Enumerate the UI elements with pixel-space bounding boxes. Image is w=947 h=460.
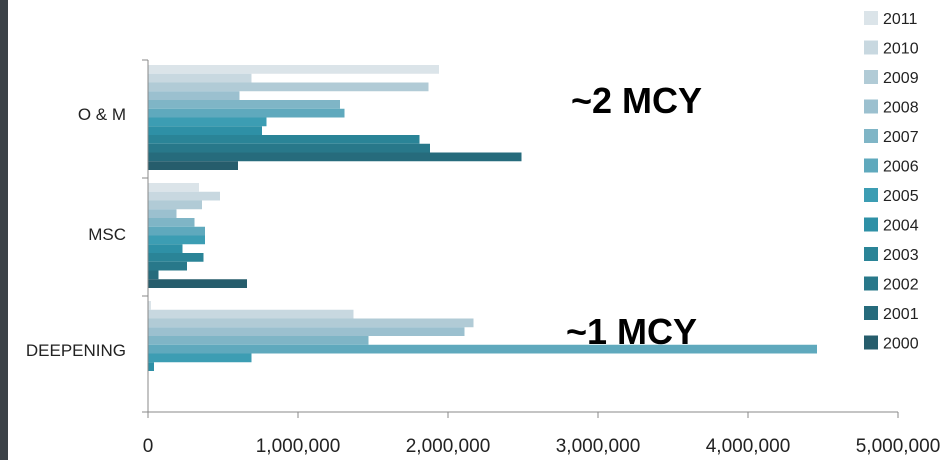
legend-swatch-2006 (864, 158, 878, 173)
legend-label-2011: 2011 (883, 11, 918, 28)
bar-msc-2005 (148, 235, 205, 245)
bar-o-m-2005 (148, 117, 267, 127)
x-tick-label: 3,000,000 (556, 436, 641, 457)
legend-swatch-2011 (864, 11, 878, 25)
legend-label-2002: 2002 (883, 277, 919, 294)
bar-msc-2000 (148, 279, 247, 288)
bar-o-m-2011 (148, 65, 439, 74)
x-tick-label: 2,000,000 (406, 436, 491, 457)
legend-label-2007: 2007 (883, 129, 919, 146)
bar-msc-2011 (148, 183, 199, 192)
bar-o-m-2002 (148, 143, 430, 153)
x-tick-label: 4,000,000 (706, 436, 791, 457)
legend-label-2010: 2010 (883, 41, 919, 58)
bar-o-m-2004 (148, 126, 262, 135)
category-label: DEEPENING (26, 341, 126, 360)
bar-msc-2002 (148, 261, 187, 271)
bar-chart: O & M MSC DEEPENING 0 1,000,000 2,000,000 3,00… (26, 11, 941, 457)
bar-o-m-2001 (148, 152, 522, 162)
bar-msc-2007 (148, 218, 195, 227)
legend-label-2009: 2009 (883, 70, 919, 87)
legend-swatch-2004 (864, 217, 878, 232)
bar-deepening-2006 (148, 344, 817, 354)
legend-label-2001: 2001 (883, 306, 919, 323)
legend-swatch-2000 (864, 335, 878, 350)
bar-msc-2003 (148, 253, 204, 262)
bar-o-m-2010 (148, 73, 252, 83)
bar-msc-2009 (148, 200, 202, 210)
bar-msc-2010 (148, 191, 220, 201)
bar-o-m-2007 (148, 100, 340, 109)
legend-label-2000: 2000 (883, 336, 919, 353)
x-tick-label: 1,000,000 (256, 436, 341, 457)
bar-deepening-2004 (148, 362, 154, 371)
bar-o-m-2009 (148, 82, 429, 92)
bar-msc-2004 (148, 244, 183, 253)
legend-label-2005: 2005 (883, 188, 919, 205)
annotation-label: ~2 MCY (571, 80, 702, 121)
legend-label-2006: 2006 (883, 159, 919, 176)
legend-label-2008: 2008 (883, 100, 919, 117)
annotation-label: ~1 MCY (566, 311, 697, 352)
bar-deepening-2011 (148, 301, 151, 310)
legend-swatch-2001 (864, 306, 878, 320)
bar-deepening-2007 (148, 336, 369, 345)
bar-msc-2006 (148, 226, 205, 236)
bar-o-m-2003 (148, 135, 420, 144)
bar-deepening-2009 (148, 318, 474, 328)
legend-swatch-2007 (864, 129, 878, 143)
bar-deepening-2005 (148, 353, 252, 363)
legend-swatch-2002 (864, 276, 878, 291)
bar-deepening-2008 (148, 327, 465, 336)
x-tick-label: 5,000,000 (856, 436, 941, 457)
chart-panel: O & M MSC DEEPENING 0 1,000,000 2,000,000 3,00… (8, 0, 947, 460)
legend-swatch-2005 (864, 188, 878, 202)
legend-swatch-2008 (864, 99, 878, 114)
bar-o-m-2006 (148, 108, 345, 118)
bar-msc-2008 (148, 209, 177, 218)
legend-label-2004: 2004 (883, 218, 919, 235)
bar-o-m-2000 (148, 161, 238, 170)
bar-deepening-2010 (148, 309, 354, 319)
legend-label-2003: 2003 (883, 247, 919, 264)
legend-swatch-2010 (864, 40, 878, 55)
category-label: O & M (78, 105, 126, 124)
category-label: MSC (88, 225, 126, 244)
bar-o-m-2008 (148, 91, 240, 100)
legend-swatch-2009 (864, 70, 878, 84)
x-tick-label: 0 (143, 436, 154, 457)
bar-msc-2001 (148, 270, 159, 280)
legend-swatch-2003 (864, 247, 878, 261)
